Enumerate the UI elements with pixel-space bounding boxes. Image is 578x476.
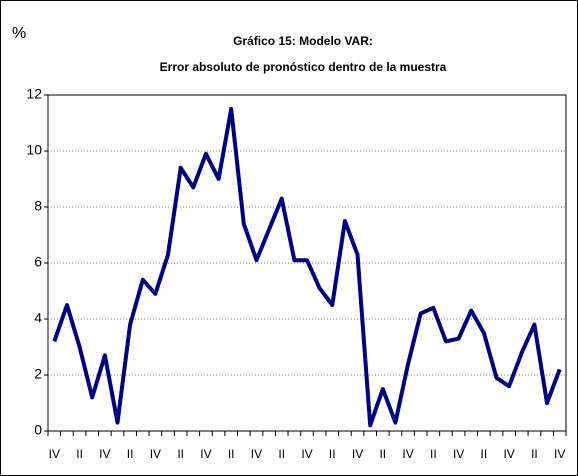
x-tick-label: II bbox=[127, 447, 134, 461]
x-tick-label: IV bbox=[453, 447, 464, 461]
y-tick-label: 2 bbox=[34, 366, 42, 382]
x-tick-label: IV bbox=[503, 447, 514, 461]
x-tick-label: II bbox=[379, 447, 386, 461]
y-tick-label: 8 bbox=[34, 198, 42, 214]
x-tick-label: IV bbox=[200, 447, 211, 461]
x-tick-label: IV bbox=[99, 447, 110, 461]
y-tick-label: 12 bbox=[26, 86, 42, 102]
y-tick-label: 6 bbox=[34, 254, 42, 270]
x-tick-label: II bbox=[430, 447, 437, 461]
y-axis-label: % bbox=[12, 25, 26, 42]
x-tick-label: II bbox=[278, 447, 285, 461]
x-tick-label: IV bbox=[352, 447, 363, 461]
x-tick-label: II bbox=[329, 447, 336, 461]
x-tick-label: IV bbox=[150, 447, 161, 461]
x-tick-label: IV bbox=[251, 447, 262, 461]
line-series bbox=[52, 107, 562, 428]
y-tick-label: 10 bbox=[26, 142, 42, 158]
y-tick-label: 4 bbox=[34, 310, 42, 326]
x-tick-label: II bbox=[228, 447, 235, 461]
x-tick-label: IV bbox=[554, 447, 565, 461]
x-tick-label: IV bbox=[49, 447, 60, 461]
chart-title: Gráfico 15: Modelo VAR: bbox=[233, 34, 373, 48]
y-tick-label: 0 bbox=[34, 422, 42, 438]
chart-title: Error absoluto de pronóstico dentro de l… bbox=[160, 60, 447, 74]
x-tick-label: IV bbox=[301, 447, 312, 461]
x-tick-label: II bbox=[531, 447, 538, 461]
x-tick-label: II bbox=[481, 447, 488, 461]
x-tick-label: IV bbox=[402, 447, 413, 461]
x-tick-label: II bbox=[177, 447, 184, 461]
x-tick-label: II bbox=[76, 447, 83, 461]
